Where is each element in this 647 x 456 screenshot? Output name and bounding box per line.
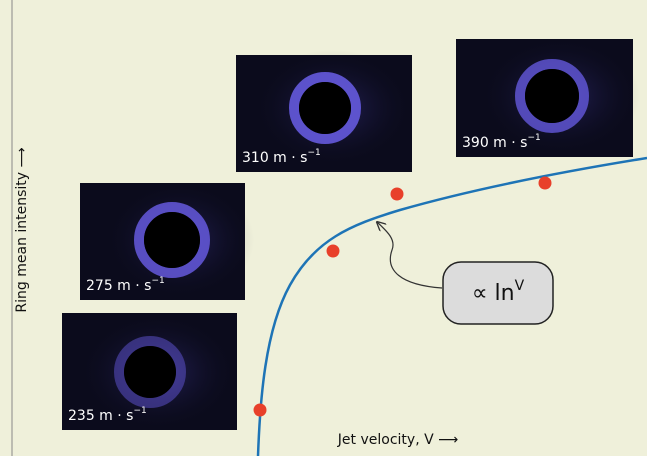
annotation-text: ∝ ln bbox=[472, 281, 515, 306]
inset: 235 m · s−1 bbox=[62, 313, 237, 431]
data-point bbox=[539, 177, 552, 190]
y-axis-label: Ring mean intensity ⟶ bbox=[14, 147, 30, 312]
inset-label-sup: −1 bbox=[307, 148, 320, 158]
inset: 390 m · s−1 bbox=[456, 37, 640, 157]
inset: 275 m · s−1 bbox=[80, 182, 254, 301]
inset-label-sup: −1 bbox=[151, 276, 164, 286]
inset-label-sup: −1 bbox=[527, 133, 540, 143]
ring-core bbox=[124, 346, 176, 398]
x-axis-label: Jet velocity, V ⟶ bbox=[337, 432, 458, 448]
data-point bbox=[254, 404, 267, 417]
ring-core bbox=[299, 82, 351, 134]
inset-label-text: 275 m · s bbox=[86, 278, 151, 294]
data-point bbox=[391, 188, 404, 201]
inset-label-text: 310 m · s bbox=[242, 150, 307, 166]
ring-core bbox=[525, 69, 579, 123]
inset: 310 m · s−1 bbox=[236, 50, 412, 173]
annotation-sup: V bbox=[515, 278, 525, 294]
data-point bbox=[327, 245, 340, 258]
inset-label-text: 235 m · s bbox=[68, 408, 133, 424]
ring-core bbox=[144, 212, 200, 268]
figure: 235 m · s−1275 m · s−1310 m · s−1390 m ·… bbox=[0, 0, 647, 456]
inset-label-text: 390 m · s bbox=[462, 135, 527, 151]
inset-label-sup: −1 bbox=[133, 406, 146, 416]
